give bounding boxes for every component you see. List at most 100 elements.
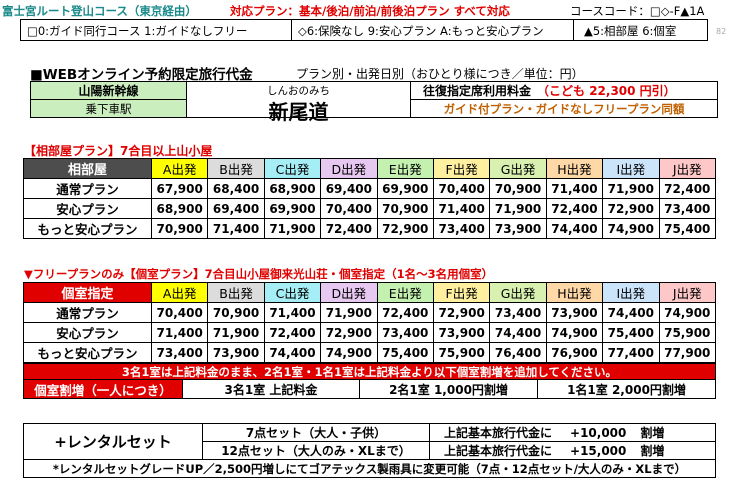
table-header-row: 個室指定 A出発 B出発 C出発 D出発 E出発 F出発 G出発 H出発 I出発 J出発	[23, 282, 717, 303]
price-cell: 71,900	[320, 302, 378, 323]
price-cell: 73,900	[489, 218, 547, 239]
fare-child: （こども 22,300 円引）	[537, 84, 676, 98]
price-cell: 72,400	[545, 198, 604, 219]
surcharge-2p: 2名1室 1,000円割増	[359, 379, 538, 399]
departure-header-h: H出発	[545, 158, 604, 179]
price-cell: 75,400	[602, 322, 660, 343]
price-cell: 71,400	[150, 322, 209, 343]
price-cell: 76,900	[545, 342, 604, 363]
price-cell: 74,900	[320, 342, 378, 363]
price-cell: 69,900	[376, 178, 434, 199]
price-cell: 70,900	[207, 302, 265, 323]
price-cell: 69,400	[207, 198, 265, 219]
fare-row: 往復指定席利用料金 （こども 22,300 円引）	[410, 81, 718, 100]
price-cell: 74,400	[602, 302, 660, 323]
plan-label: もっと安心プラン	[23, 342, 152, 363]
page-number: 82	[716, 27, 727, 36]
departure-header-e: E出発	[376, 158, 434, 179]
plan-label: もっと安心プラン	[23, 218, 152, 239]
price-cell: 73,400	[489, 302, 547, 323]
shared-price-table: 相部屋 A出発 B出発 C出発 D出発 E出発 F出発 G出発 H出発 I出発 J出発 通常プラン 67…	[23, 158, 717, 239]
price-cell: 72,900	[602, 198, 660, 219]
price-cell: 70,900	[150, 218, 209, 239]
private-notice: 3名1室は上記料金のまま、2名1室・1名1室は上記料金より以下個室割増を追加して…	[23, 363, 716, 380]
departure-header-d: D出発	[320, 158, 378, 179]
departure-header-f: F出発	[432, 282, 491, 303]
header-bar: 富士宮ルート登山コース（東京経由） 対応プラン：基本/後泊/前泊/前後泊プラン …	[0, 0, 739, 36]
price-cell: 71,400	[263, 302, 322, 323]
price-cell: 72,900	[376, 218, 434, 239]
price-cell: 75,400	[658, 218, 717, 239]
table-header-row: 相部屋 A出発 B出発 C出発 D出発 E出発 F出発 G出発 H出発 I出発 J出発	[23, 158, 717, 179]
price-cell: 76,400	[489, 342, 547, 363]
price-cell: 74,400	[489, 322, 547, 343]
departure-header-a: A出発	[150, 282, 209, 303]
station-reading: しんおのみち	[267, 85, 330, 97]
price-cell: 73,400	[376, 322, 434, 343]
boarding-label: 乗下車駅	[30, 99, 187, 118]
plan-label: 安心プラン	[23, 322, 152, 343]
price-cell: 71,900	[602, 178, 660, 199]
table-row: 通常プラン 67,900 68,400 68,900 69,400 69,900 70,40…	[23, 178, 717, 199]
private-price-table: 個室指定 A出発 B出発 C出発 D出発 E出発 F出発 G出発 H出発 I出発 J出発 通常プラン 7…	[23, 282, 717, 363]
price-cell: 72,400	[376, 302, 434, 323]
station-name: 新尾道	[268, 100, 329, 124]
rental-set-7: 7点セット（大人・子供）	[202, 423, 430, 442]
price-cell: 71,900	[207, 322, 265, 343]
departure-header-d: D出発	[320, 282, 378, 303]
departure-header-e: E出発	[376, 282, 434, 303]
price-cell: 73,400	[432, 218, 491, 239]
fare-label: 往復指定席利用料金	[423, 84, 532, 98]
price-cell: 73,900	[207, 342, 265, 363]
price-cell: 74,400	[263, 342, 322, 363]
departure-header-f: F出発	[432, 158, 491, 179]
price-cell: 75,400	[376, 342, 434, 363]
surcharge-3p: 3名1室 上記料金	[182, 379, 360, 399]
surcharge-1p: 1名1室 2,000円割増	[537, 379, 716, 399]
price-cell: 77,400	[602, 342, 660, 363]
price-cell: 73,900	[545, 302, 604, 323]
price-cell: 69,400	[320, 178, 378, 199]
plan-notice: 対応プラン：基本/後泊/前泊/前後泊プラン すべて対応	[230, 4, 510, 18]
price-cell: 71,400	[432, 198, 491, 219]
plan-label: 安心プラン	[23, 198, 152, 219]
table-row: もっと安心プラン 73,400 73,900 74,400 74,900 75,400 75…	[23, 342, 717, 363]
price-cell: 72,400	[320, 218, 378, 239]
room-code-box: ▲5:相部屋 6:個室	[573, 19, 708, 41]
table-row: 通常プラン 70,400 70,900 71,400 71,900 72,400 72,90…	[23, 302, 717, 323]
departure-header-a: A出発	[150, 158, 209, 179]
fare-note: ガイド付プラン・ガイドなしフリープラン同額	[410, 99, 718, 118]
departure-header-i: I出発	[602, 282, 660, 303]
page-title: ■WEBオンライン予約限定旅行代金	[30, 67, 253, 83]
price-cell: 68,900	[150, 198, 209, 219]
price-cell: 77,900	[658, 342, 717, 363]
plan-label: 通常プラン	[23, 178, 152, 199]
price-cell: 71,400	[207, 218, 265, 239]
price-cell: 73,900	[432, 322, 491, 343]
departure-header-j: J出発	[658, 158, 717, 179]
price-cell: 73,400	[658, 198, 717, 219]
shared-plan-title: 【相部屋プラン】7合目以上山小屋	[24, 144, 213, 158]
rental-set-12: 12点セット（大人のみ・XLまで）	[202, 441, 430, 460]
table-row: もっと安心プラン 70,900 71,400 71,900 72,400 72,900 73…	[23, 218, 717, 239]
page-subtitle: プラン別・出発日別（おひとり様につき／単位：円）	[296, 67, 584, 81]
surcharge-label: 個室割増（一人につき）	[23, 379, 183, 399]
price-cell: 70,400	[150, 302, 209, 323]
departure-header-g: G出発	[489, 158, 547, 179]
departure-header-j: J出発	[658, 282, 717, 303]
departure-header-c: C出発	[263, 282, 322, 303]
insurance-code-box: ◇6:保険なし 9:安心プラン A:もっと安心プラン	[291, 19, 574, 41]
price-cell: 72,900	[432, 302, 491, 323]
train-line: 山陽新幹線	[30, 81, 187, 100]
price-cell: 70,900	[376, 198, 434, 219]
departure-header-b: B出発	[207, 282, 265, 303]
price-cell: 71,900	[263, 218, 322, 239]
price-cell: 72,900	[320, 322, 378, 343]
price-cell: 71,400	[545, 178, 604, 199]
rental-note: *レンタルセットグレードUP／2,500円増しにてゴアテックス製雨具に変更可能（…	[23, 459, 716, 478]
departure-header-b: B出発	[207, 158, 265, 179]
price-cell: 68,400	[207, 178, 265, 199]
table-row: 安心プラン 68,900 69,400 69,900 70,400 70,900 71,40…	[23, 198, 717, 219]
price-cell: 69,900	[263, 198, 322, 219]
price-cell: 72,400	[263, 322, 322, 343]
